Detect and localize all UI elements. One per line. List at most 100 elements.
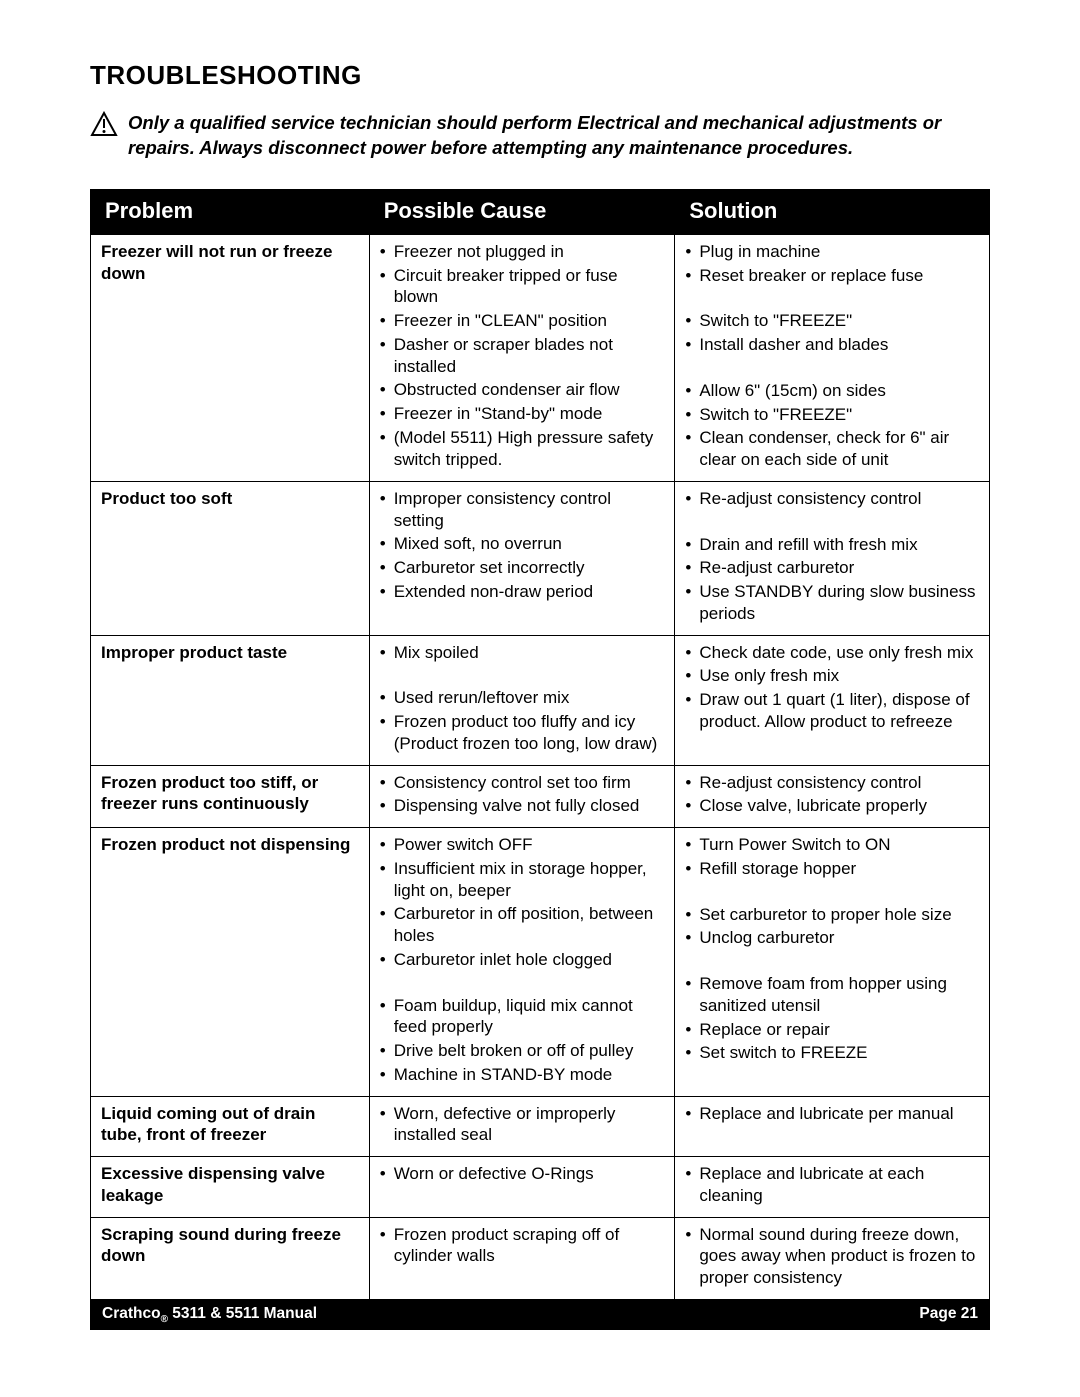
list-item: Mixed soft, no overrun: [380, 533, 665, 555]
problem-cell: Improper product taste: [91, 635, 370, 765]
list-item: Carburetor inlet hole clogged: [380, 949, 665, 971]
list-item: Improper consistency control setting: [380, 488, 665, 532]
list-item: Replace and lubricate per manual: [685, 1103, 979, 1125]
list-item: Re-adjust carburetor: [685, 557, 979, 579]
cause-cell: Worn, defective or improperly installed …: [369, 1096, 675, 1157]
list-item: Extended non-draw period: [380, 581, 665, 603]
list-item: Carburetor in off position, between hole…: [380, 903, 665, 947]
list-item: Switch to "FREEZE": [685, 310, 979, 332]
warning-row: Only a qualified service technician shou…: [90, 111, 990, 161]
list-item: Unclog carburetor: [685, 927, 979, 949]
solution-cell: Replace and lubricate per manual: [675, 1096, 990, 1157]
page: TROUBLESHOOTING Only a qualified service…: [0, 0, 1080, 1360]
list-item: Dasher or scraper blades not installed: [380, 334, 665, 378]
item-list: Plug in machineReset breaker or replace …: [685, 241, 979, 471]
table-row: Frozen product not dispensingPower switc…: [91, 828, 990, 1097]
list-item: Freezer in "CLEAN" position: [380, 310, 665, 332]
list-item: Clean condenser, check for 6" air clear …: [685, 427, 979, 471]
list-item: Foam buildup, liquid mix cannot feed pro…: [380, 995, 665, 1039]
list-item: Carburetor set incorrectly: [380, 557, 665, 579]
solution-cell: Turn Power Switch to ONRefill storage ho…: [675, 828, 990, 1097]
table-row: Excessive dispensing valve leakageWorn o…: [91, 1157, 990, 1218]
list-item: Replace or repair: [685, 1019, 979, 1041]
item-list: Mix spoiled Used rerun/leftover mixFroze…: [380, 642, 665, 755]
cause-cell: Power switch OFFInsufficient mix in stor…: [369, 828, 675, 1097]
list-item: Re-adjust consistency control: [685, 772, 979, 794]
footer-left: Crathco® 5311 & 5511 Manual: [102, 1305, 317, 1325]
item-list: Replace and lubricate at each cleaning: [685, 1163, 979, 1207]
problem-cell: Frozen product too stiff, or freezer run…: [91, 765, 370, 828]
troubleshooting-table: Problem Possible Cause Solution Freezer …: [90, 189, 990, 1300]
solution-cell: Replace and lubricate at each cleaning: [675, 1157, 990, 1218]
list-item: Check date code, use only fresh mix: [685, 642, 979, 664]
problem-cell: Liquid coming out of drain tube, front o…: [91, 1096, 370, 1157]
list-item: Close valve, lubricate properly: [685, 795, 979, 817]
list-item: (Model 5511) High pressure safety switch…: [380, 427, 665, 471]
table-body: Freezer will not run or freeze downFreez…: [91, 234, 990, 1299]
problem-cell: Freezer will not run or freeze down: [91, 234, 370, 481]
table-row: Liquid coming out of drain tube, front o…: [91, 1096, 990, 1157]
list-item: Circuit breaker tripped or fuse blown: [380, 265, 665, 309]
list-item: Freezer not plugged in: [380, 241, 665, 263]
list-item: [685, 512, 979, 532]
item-list: Worn or defective O-Rings: [380, 1163, 665, 1185]
solution-cell: Re-adjust consistency controlClose valve…: [675, 765, 990, 828]
item-list: Power switch OFFInsufficient mix in stor…: [380, 834, 665, 1086]
list-item: Re-adjust consistency control: [685, 488, 979, 510]
list-item: [685, 951, 979, 971]
table-row: Improper product tasteMix spoiled Used r…: [91, 635, 990, 765]
list-item: Install dasher and blades: [685, 334, 979, 356]
cause-cell: Freezer not plugged inCircuit breaker tr…: [369, 234, 675, 481]
problem-cell: Frozen product not dispensing: [91, 828, 370, 1097]
col-header-solution: Solution: [675, 189, 990, 234]
list-item: Frozen product too fluffy and icy (Produ…: [380, 711, 665, 755]
list-item: Draw out 1 quart (1 liter), dispose of p…: [685, 689, 979, 733]
list-item: Frozen product scraping off of cylinder …: [380, 1224, 665, 1268]
footer-bar: Crathco® 5311 & 5511 Manual Page 21: [90, 1300, 990, 1330]
item-list: Worn, defective or improperly installed …: [380, 1103, 665, 1147]
cause-cell: Mix spoiled Used rerun/leftover mixFroze…: [369, 635, 675, 765]
item-list: Frozen product scraping off of cylinder …: [380, 1224, 665, 1268]
problem-cell: Scraping sound during freeze down: [91, 1217, 370, 1299]
list-item: Consistency control set too firm: [380, 772, 665, 794]
cause-cell: Consistency control set too firmDispensi…: [369, 765, 675, 828]
list-item: [380, 665, 665, 685]
item-list: Re-adjust consistency controlClose valve…: [685, 772, 979, 818]
footer-brand: Crathco: [102, 1305, 161, 1322]
solution-cell: Plug in machineReset breaker or replace …: [675, 234, 990, 481]
list-item: Switch to "FREEZE": [685, 404, 979, 426]
list-item: Power switch OFF: [380, 834, 665, 856]
list-item: [380, 973, 665, 993]
item-list: Replace and lubricate per manual: [685, 1103, 979, 1125]
list-item: Use only fresh mix: [685, 665, 979, 687]
item-list: Consistency control set too firmDispensi…: [380, 772, 665, 818]
warning-text: Only a qualified service technician shou…: [128, 111, 990, 161]
item-list: Re-adjust consistency control Drain and …: [685, 488, 979, 625]
list-item: Turn Power Switch to ON: [685, 834, 979, 856]
list-item: Used rerun/leftover mix: [380, 687, 665, 709]
cause-cell: Improper consistency control settingMixe…: [369, 481, 675, 635]
list-item: Drive belt broken or off of pulley: [380, 1040, 665, 1062]
table-row: Freezer will not run or freeze downFreez…: [91, 234, 990, 481]
table-row: Frozen product too stiff, or freezer run…: [91, 765, 990, 828]
registered-mark: ®: [161, 1314, 168, 1325]
list-item: Allow 6" (15cm) on sides: [685, 380, 979, 402]
col-header-problem: Problem: [91, 189, 370, 234]
solution-cell: Check date code, use only fresh mixUse o…: [675, 635, 990, 765]
table-row: Scraping sound during freeze downFrozen …: [91, 1217, 990, 1299]
footer-page-number: Page 21: [919, 1305, 978, 1325]
list-item: Insufficient mix in storage hopper, ligh…: [380, 858, 665, 902]
item-list: Freezer not plugged inCircuit breaker tr…: [380, 241, 665, 471]
list-item: Freezer in "Stand-by" mode: [380, 403, 665, 425]
list-item: Dispensing valve not fully closed: [380, 795, 665, 817]
solution-cell: Normal sound during freeze down, goes aw…: [675, 1217, 990, 1299]
problem-cell: Product too soft: [91, 481, 370, 635]
list-item: Remove foam from hopper using sanitized …: [685, 973, 979, 1017]
list-item: Set switch to FREEZE: [685, 1042, 979, 1064]
item-list: Turn Power Switch to ONRefill storage ho…: [685, 834, 979, 1064]
item-list: Normal sound during freeze down, goes aw…: [685, 1224, 979, 1289]
footer-manual: 5311 & 5511 Manual: [168, 1305, 317, 1322]
table-row: Product too softImproper consistency con…: [91, 481, 990, 635]
item-list: Improper consistency control settingMixe…: [380, 488, 665, 603]
list-item: [685, 358, 979, 378]
